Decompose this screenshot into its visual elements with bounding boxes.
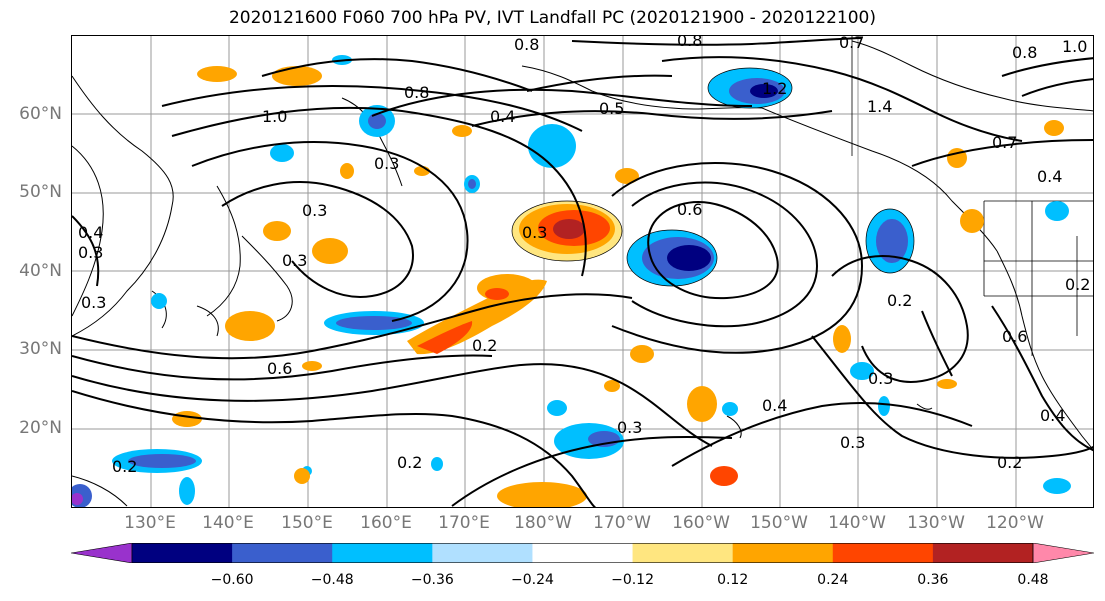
- colorbar-tick-label: −0.12: [611, 572, 654, 588]
- colorbar-segment: [632, 543, 734, 563]
- contour-label: 0.3: [302, 201, 327, 220]
- lat-label-30n: 30°N: [19, 339, 62, 359]
- colorbar-tick-label: −0.60: [210, 572, 254, 588]
- lat-label-20n: 20°N: [19, 418, 62, 438]
- contour-label: 0.4: [762, 396, 787, 415]
- map-svg: 0.8 0.8 0.7 1.0 0.8 1.2 1.4 1.0 0.8 0.4 …: [72, 36, 1093, 507]
- colorbar-extend-low: [70, 542, 133, 564]
- colorbar-tick-label: −0.36: [410, 572, 454, 588]
- contour-label: 0.8: [677, 36, 702, 50]
- contour-label-group: 0.8 0.8 0.7 1.0 0.8 1.2 1.4 1.0 0.8 0.4 …: [78, 36, 1090, 476]
- contour-label: 1.0: [1062, 37, 1087, 56]
- contour-label: 0.2: [472, 336, 497, 355]
- lon-label-120w: 120°W: [986, 513, 1044, 533]
- lon-label-170e: 170°E: [438, 513, 490, 533]
- colorbar-segment: [532, 543, 634, 563]
- lon-label-140w: 140°W: [828, 513, 886, 533]
- contour-label: 0.3: [81, 293, 106, 312]
- contour-label: 0.3: [78, 243, 103, 262]
- contour-label: 0.6: [267, 359, 292, 378]
- contour-label: 0.8: [1012, 43, 1037, 62]
- colorbar-segment: [732, 543, 834, 563]
- lat-label-60n: 60°N: [19, 104, 62, 124]
- colorbar-extend-high: [1032, 542, 1095, 564]
- contour-label: 0.4: [1040, 406, 1065, 425]
- colorbar-segment: [232, 543, 333, 563]
- colorbar-tick-label: 0.24: [817, 572, 849, 588]
- lon-label-170w: 170°W: [593, 513, 651, 533]
- colorbar-segment: [132, 543, 233, 563]
- negative-shading: [72, 55, 1071, 507]
- contour-label: 0.3: [522, 223, 547, 242]
- contour-label: 0.8: [404, 83, 429, 102]
- pv-contours: [72, 37, 1093, 507]
- contour-label: 0.6: [677, 200, 702, 219]
- colorbar-segment: [432, 543, 533, 563]
- contour-label: 0.5: [599, 99, 624, 118]
- colorbar-border: [131, 543, 1034, 563]
- map-panel: 0.8 0.8 0.7 1.0 0.8 1.2 1.4 1.0 0.8 0.4 …: [71, 35, 1094, 508]
- lon-label-160w: 160°W: [672, 513, 730, 533]
- shading-outlines: [511, 67, 915, 287]
- map-title: 2020121600 F060 700 hPa PV, IVT Landfall…: [228, 8, 876, 28]
- colorbar-tick-label: −0.48: [310, 572, 354, 588]
- contour-label: 0.4: [1037, 167, 1062, 186]
- colorbar: [70, 542, 1095, 564]
- contour-label: 0.2: [397, 453, 422, 472]
- contour-label: 0.2: [112, 457, 137, 476]
- colorbar-segment: [932, 543, 1034, 563]
- lon-label-130e: 130°E: [124, 513, 176, 533]
- contour-label: 0.2: [887, 291, 912, 310]
- contour-label: 1.4: [867, 97, 892, 116]
- colorbar-tick-label: 0.12: [717, 572, 749, 588]
- contour-label: 0.7: [992, 133, 1017, 152]
- positive-shading: [172, 66, 1064, 507]
- lon-label-150e: 150°E: [281, 513, 333, 533]
- contour-label: 0.2: [997, 453, 1022, 472]
- colorbar-svg: [70, 542, 1095, 564]
- lat-label-50n: 50°N: [19, 182, 62, 202]
- contour-label: 0.8: [514, 36, 539, 54]
- contour-label: 0.7: [839, 36, 864, 52]
- lon-label-130w: 130°W: [907, 513, 965, 533]
- colorbar-tick-label: 0.36: [917, 572, 949, 588]
- colorbar-tick-label: −0.24: [510, 572, 554, 588]
- colorbar-segment: [832, 543, 934, 563]
- contour-label: 0.3: [282, 251, 307, 270]
- contour-label: 1.2: [762, 79, 787, 98]
- contour-label: 0.3: [374, 154, 399, 173]
- contour-label: 0.3: [840, 433, 865, 452]
- lon-label-150w: 150°W: [750, 513, 808, 533]
- contour-label: 0.2: [1065, 275, 1090, 294]
- contour-label: 0.3: [617, 418, 642, 437]
- lat-label-40n: 40°N: [19, 261, 62, 281]
- contour-label: 0.6: [1002, 327, 1027, 346]
- contour-label: 0.4: [490, 107, 515, 126]
- lon-label-180w: 180°W: [514, 513, 572, 533]
- state-borders: [851, 36, 1093, 356]
- coastlines: [72, 40, 1093, 507]
- colorbar-segment: [332, 543, 433, 563]
- lon-label-160e: 160°E: [360, 513, 412, 533]
- colorbar-tick-label: 0.48: [1017, 572, 1049, 588]
- contour-label: 0.4: [78, 223, 103, 242]
- contour-label: 1.0: [262, 107, 287, 126]
- lon-label-140e: 140°E: [202, 513, 254, 533]
- contour-label: 0.3: [868, 369, 893, 388]
